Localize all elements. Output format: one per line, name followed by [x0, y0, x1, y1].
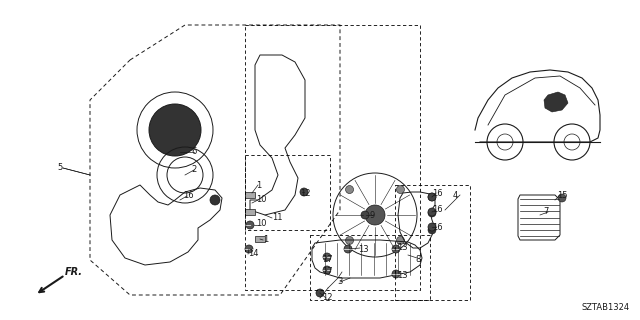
Bar [255, 236, 265, 242]
Text: 17: 17 [322, 268, 333, 276]
Circle shape [396, 186, 404, 194]
Text: 10: 10 [256, 196, 266, 204]
Circle shape [246, 221, 254, 229]
Circle shape [323, 266, 331, 274]
Circle shape [428, 226, 436, 234]
Text: 12: 12 [322, 293, 333, 302]
Circle shape [344, 245, 352, 253]
Text: 6: 6 [191, 148, 196, 156]
Text: 9: 9 [370, 211, 375, 220]
Bar [245, 192, 255, 198]
Text: 14: 14 [248, 250, 259, 259]
Text: 16: 16 [432, 205, 443, 214]
Text: 5: 5 [57, 164, 62, 172]
Text: 12: 12 [300, 188, 310, 197]
Polygon shape [544, 92, 568, 112]
Circle shape [428, 193, 436, 201]
Text: 17: 17 [322, 255, 333, 265]
Circle shape [428, 208, 436, 216]
Text: 13: 13 [358, 245, 369, 254]
Circle shape [396, 236, 404, 244]
Text: 13: 13 [397, 271, 408, 281]
Text: 3: 3 [337, 277, 342, 286]
Text: 16: 16 [432, 188, 443, 197]
Text: 7: 7 [543, 207, 548, 217]
Circle shape [300, 188, 308, 196]
Circle shape [392, 245, 400, 253]
Text: 13: 13 [397, 244, 408, 252]
Text: 15: 15 [557, 190, 568, 199]
Text: 10: 10 [256, 220, 266, 228]
Circle shape [428, 223, 436, 231]
Text: 8: 8 [415, 255, 420, 265]
Text: 11: 11 [272, 213, 282, 222]
Text: SZTAB1324: SZTAB1324 [582, 303, 630, 312]
Text: 16: 16 [183, 191, 194, 201]
Text: 1: 1 [263, 236, 268, 244]
Circle shape [245, 245, 253, 253]
Text: 16: 16 [432, 223, 443, 233]
Circle shape [323, 253, 331, 261]
Circle shape [558, 194, 566, 202]
Circle shape [210, 195, 220, 205]
Text: 4: 4 [453, 190, 458, 199]
Circle shape [428, 193, 436, 201]
Text: FR.: FR. [65, 267, 83, 277]
Text: 1: 1 [256, 180, 261, 189]
Circle shape [149, 104, 201, 156]
Bar [245, 209, 255, 215]
Circle shape [428, 209, 436, 217]
Circle shape [346, 186, 353, 194]
Circle shape [365, 205, 385, 225]
Circle shape [346, 236, 353, 244]
Circle shape [392, 270, 400, 278]
Text: 2: 2 [191, 165, 196, 174]
Circle shape [361, 211, 369, 219]
Circle shape [316, 289, 324, 297]
